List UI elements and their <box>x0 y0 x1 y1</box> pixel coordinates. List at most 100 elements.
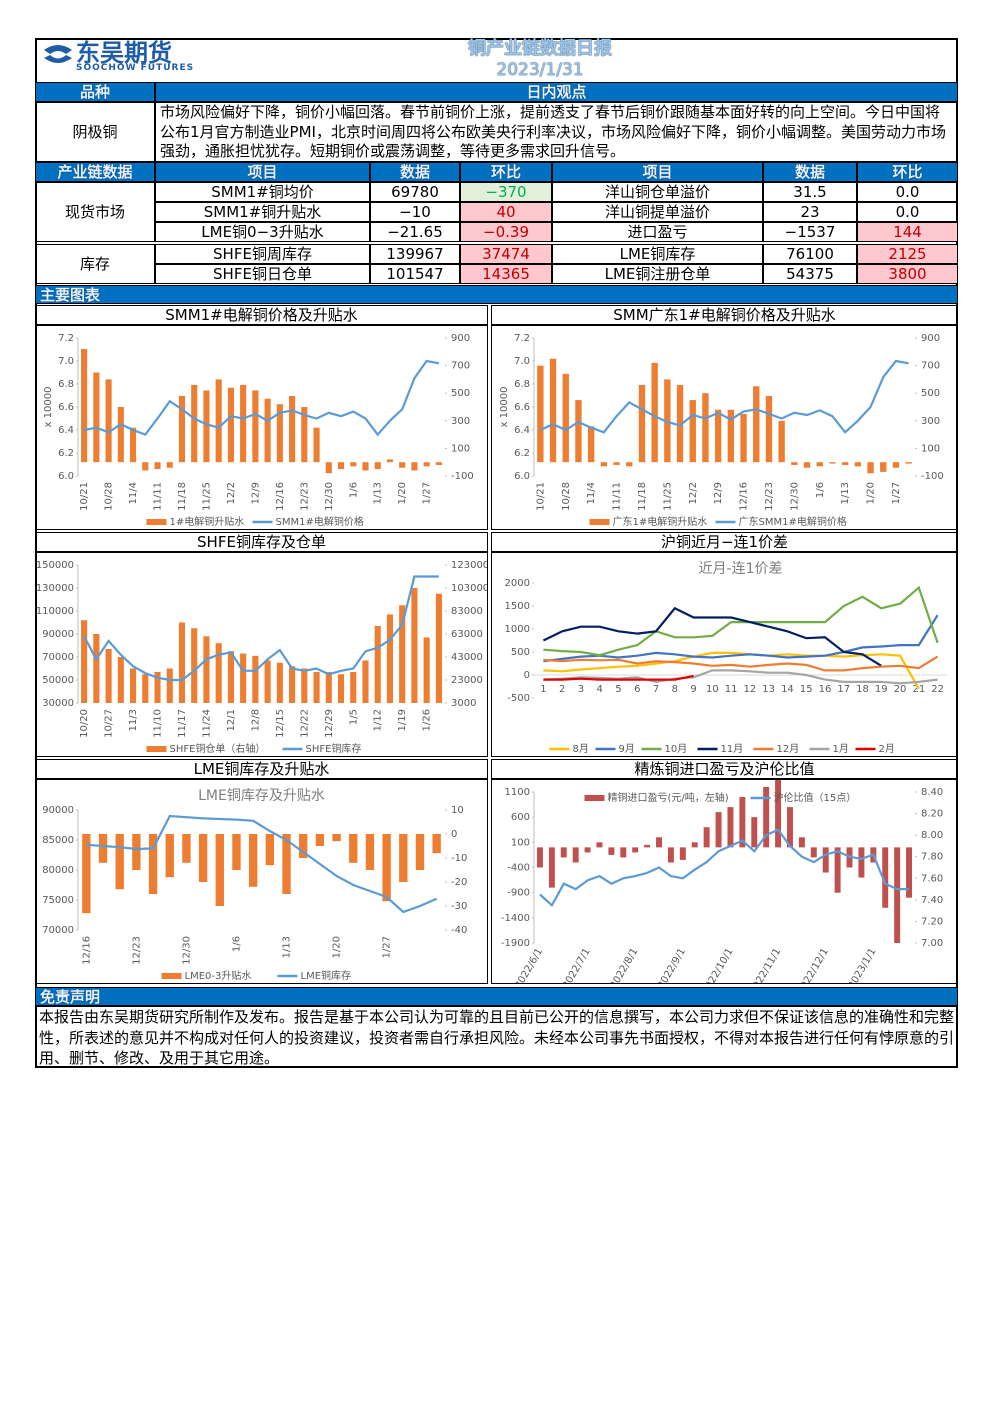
chart-title: SMM1#电解铜价格及升贴水 <box>35 305 488 325</box>
x-tick-label: 12/22 <box>299 709 310 738</box>
bar <box>198 834 208 882</box>
y-tick-label: -100 <box>451 471 474 482</box>
y-tick-label: 1500 <box>505 601 530 612</box>
bar <box>562 373 569 463</box>
y-tick-label: 6.0 <box>514 471 530 482</box>
y-tick-label: 8.00 <box>921 830 943 841</box>
chart: x 10000 6.0 6.2 6.4 6.6 6.8 7.0 7.2 -100 100 300 50… <box>491 325 958 530</box>
y-tick-label: 0 <box>451 829 457 840</box>
bar <box>154 462 161 470</box>
y-tick-label: 43000 <box>451 652 483 663</box>
bar <box>276 404 283 463</box>
bar <box>301 407 308 463</box>
bar <box>240 653 247 703</box>
x-tick-label: 17 <box>837 684 850 695</box>
table-cell: LME铜库存 <box>552 244 763 264</box>
table-cell: 54375 <box>763 264 857 284</box>
bar <box>906 847 913 898</box>
y-tick-label: 83000 <box>451 606 483 617</box>
x-tick-label: 11/17 <box>177 709 188 738</box>
bar <box>232 834 241 870</box>
x-tick-label: 1/20 <box>332 936 343 958</box>
chart-subtitle: 近月-连1价差 <box>699 561 783 577</box>
bar <box>816 462 823 467</box>
legend-label: LME铜库存 <box>301 969 352 982</box>
legend-label: 1#电解铜升贴水 <box>170 515 245 528</box>
x-tick-label: 19 <box>875 684 888 695</box>
y-tick-label: 900 <box>451 333 470 344</box>
bar <box>854 462 862 467</box>
x-tick-label: 12/8 <box>250 709 261 731</box>
y-tick-label: 130000 <box>36 583 74 594</box>
x-tick-label: 11/10 <box>153 709 164 738</box>
bar <box>751 817 758 848</box>
bar <box>882 847 889 908</box>
x-tick-label: 12/16 <box>739 482 750 511</box>
x-tick-label: 6 <box>634 684 640 695</box>
bar <box>867 462 874 474</box>
y-tick-label: 6.8 <box>58 379 74 390</box>
y-tick-label: 1000 <box>505 624 530 635</box>
x-tick-label: 4 <box>597 684 603 695</box>
table-cell: 3800 <box>857 264 958 284</box>
bar <box>382 834 391 902</box>
line-series <box>83 359 440 437</box>
y-tick-label: 2000 <box>505 578 530 589</box>
bar <box>215 643 222 703</box>
table-cell: 144 <box>857 222 958 242</box>
bar <box>374 462 381 470</box>
bar <box>182 834 191 863</box>
legend-label: 9月 <box>619 743 635 755</box>
chart-title: SMM广东1#电解铜价格及升贴水 <box>491 305 958 325</box>
y-tick-label: 600 <box>511 812 530 823</box>
header-cell: 品种 <box>35 82 155 102</box>
bar <box>775 780 782 848</box>
y-tick-label: -10 <box>451 853 467 864</box>
y-tick-label: 0 <box>524 670 530 681</box>
x-tick-label: 2022/9/1 <box>656 947 688 985</box>
bar <box>386 459 394 463</box>
bar <box>560 847 567 858</box>
x-tick-label: 12 <box>744 684 757 695</box>
line-series <box>543 669 938 685</box>
x-tick-label: 2022/8/1 <box>608 947 640 985</box>
bar <box>432 834 441 854</box>
bar <box>98 834 108 863</box>
y-tick-label: 7.00 <box>921 938 943 949</box>
x-tick-label: 12/23 <box>299 482 310 511</box>
x-tick-label: 10/21 <box>79 482 90 511</box>
legend-label: 10月 <box>665 743 688 755</box>
bar <box>365 834 375 870</box>
bar <box>129 668 137 703</box>
chart-title: SHFE铜库存及仓单 <box>35 532 488 552</box>
bar <box>386 614 394 703</box>
chart-title: LME铜库存及升贴水 <box>35 759 488 779</box>
x-tick-label: 12/9 <box>250 482 261 504</box>
x-tick-label: 12/9 <box>713 482 724 504</box>
chart: LME铜库存及升贴水 70000 75000 80000 85000 90000 -40 -3… <box>35 779 488 984</box>
legend-swatch <box>584 795 605 801</box>
chart: 30000 50000 70000 90000 110000 130000 150000 30… <box>35 552 488 757</box>
bar <box>325 462 332 474</box>
y-tick-label: 900 <box>921 333 940 344</box>
y-tick-label: 300 <box>921 416 940 427</box>
x-tick-label: 1/26 <box>422 709 433 731</box>
bar <box>203 390 210 463</box>
bar <box>803 462 811 468</box>
legend-label: SHFE铜库存 <box>306 742 362 755</box>
bar <box>142 674 149 703</box>
bar <box>880 462 887 472</box>
x-tick-label: 22 <box>931 684 944 695</box>
bar <box>337 462 345 470</box>
bar <box>248 834 258 887</box>
x-tick-label: 12/1 <box>226 709 237 731</box>
line-series <box>83 575 439 682</box>
x-tick-label: 12/2 <box>688 482 699 504</box>
chart-subtitle: LME铜库存及升贴水 <box>198 788 325 804</box>
bar <box>834 847 841 893</box>
x-tick-label: 11/11 <box>153 482 164 511</box>
x-tick-label: 11/25 <box>662 482 673 511</box>
bar <box>289 666 296 703</box>
y-tick-label: -30 <box>451 901 467 912</box>
disclaimer-text: 本报告由东吴期货研究所制作及发布。报告是基于本公司认为可靠的且目前已公开的信息撰… <box>35 1006 958 1068</box>
